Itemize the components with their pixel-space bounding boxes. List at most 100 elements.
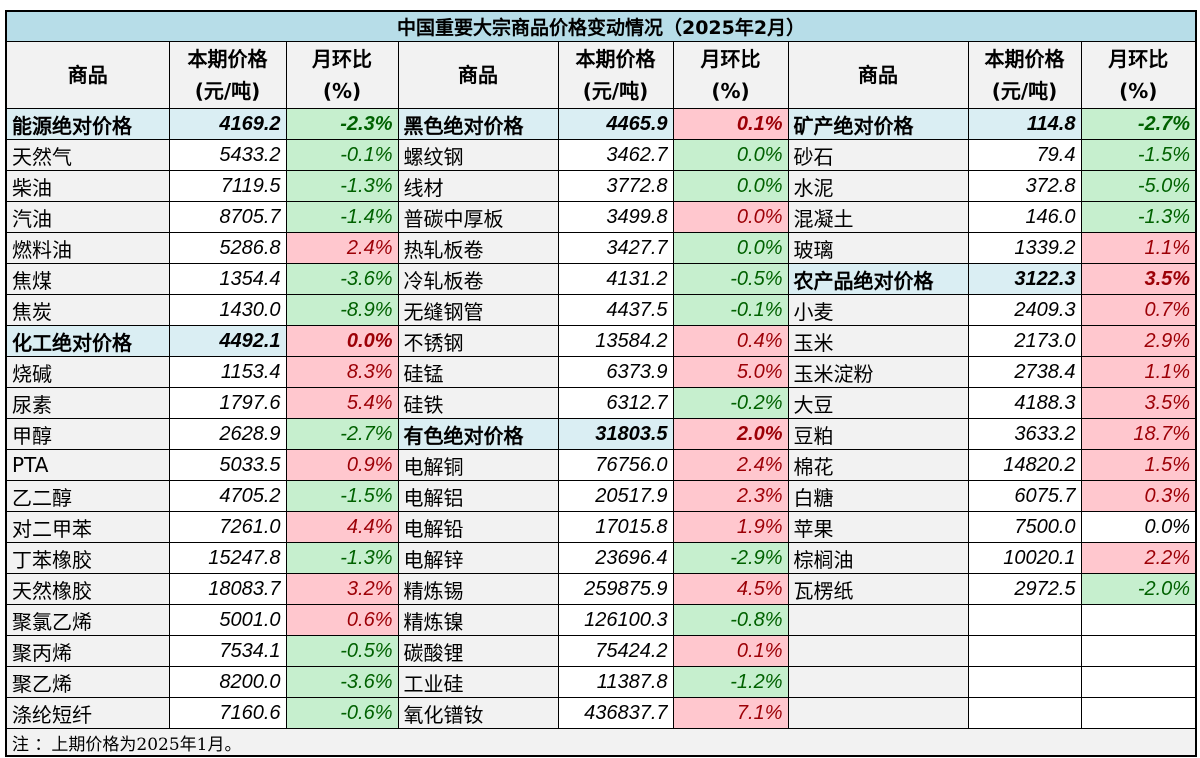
current-price: 436837.7	[557, 697, 674, 729]
mom-change: 0.6%	[285, 604, 399, 636]
mom-change: 2.2%	[1080, 542, 1197, 574]
mom-change: -1.5%	[1080, 139, 1197, 171]
commodity-price-table: 中国重要大宗商品价格变动情况（2025年2月） 商品 本期价格 (元/吨) 月环比 (%…	[5, 10, 1198, 757]
mom-change: -5.0%	[1080, 170, 1197, 202]
commodity-name: 有色绝对价格	[397, 418, 559, 450]
mom-change: 0.3%	[1080, 480, 1197, 512]
commodity-name: 工业硅	[397, 666, 559, 698]
mom-change: -1.3%	[285, 170, 399, 202]
mom-change: 1.1%	[1080, 356, 1197, 388]
commodity-name: 硅锰	[397, 356, 559, 388]
header-price: 本期价格 (元/吨)	[168, 41, 287, 109]
header-price: 本期价格 (元/吨)	[967, 41, 1082, 109]
commodity-name: 农产品绝对价格	[787, 263, 969, 295]
mom-change: -0.8%	[672, 604, 789, 636]
mom-change: 5.4%	[285, 387, 399, 419]
mom-change: 4.5%	[672, 573, 789, 605]
commodity-name: 柴油	[5, 170, 170, 202]
table-row: 丁苯橡胶 15247.8 -1.3% 电解锌 23696.4 -2.9% 棕榈油 10020.…	[5, 542, 1197, 574]
commodity-name: 棕榈油	[787, 542, 969, 574]
table-row: 柴油 7119.5 -1.3% 线材 3772.8 0.0% 水泥 372.8 -5.0%	[5, 170, 1197, 202]
mom-change: -8.9%	[285, 294, 399, 326]
commodity-name: 对二甲苯	[5, 511, 170, 543]
table-row: PTA 5033.5 0.9% 电解铜 76756.0 2.4% 棉花 14820.2 1.5%	[5, 449, 1197, 481]
mom-change: 2.4%	[672, 449, 789, 481]
commodity-name: 无缝钢管	[397, 294, 559, 326]
mom-change: -0.5%	[285, 635, 399, 667]
header-name: 商品	[787, 41, 969, 109]
header-row: 商品 本期价格 (元/吨) 月环比 (%) 商品 本期价格 (元/吨) 月环比 (%) 商品 本期价格…	[5, 41, 1197, 109]
current-price: 14820.2	[967, 449, 1082, 481]
mom-change: -2.3%	[285, 108, 399, 140]
commodity-name: 黑色绝对价格	[397, 108, 559, 140]
mom-change: 5.0%	[672, 356, 789, 388]
current-price: 1339.2	[967, 232, 1082, 264]
mom-change: 1.5%	[1080, 449, 1197, 481]
mom-change: -0.2%	[672, 387, 789, 419]
mom-change: -1.3%	[285, 542, 399, 574]
mom-change: 0.0%	[672, 201, 789, 233]
commodity-name: 碳酸锂	[397, 635, 559, 667]
current-price: 1153.4	[168, 356, 287, 388]
table-row: 聚氯乙烯 5001.0 0.6% 精炼镍 126100.3 -0.8%	[5, 604, 1197, 636]
mom-change: 1.9%	[672, 511, 789, 543]
table-row: 烧碱 1153.4 8.3% 硅锰 6373.9 5.0% 玉米淀粉 2738.4 1.1%	[5, 356, 1197, 388]
table-row: 对二甲苯 7261.0 4.4% 电解铅 17015.8 1.9% 苹果 7500.0 0.0%	[5, 511, 1197, 543]
commodity-name: 甲醇	[5, 418, 170, 450]
mom-change: 1.1%	[1080, 232, 1197, 264]
mom-change: -2.7%	[285, 418, 399, 450]
header-pct: 月环比 (%)	[1080, 41, 1197, 109]
current-price: 2628.9	[168, 418, 287, 450]
mom-change: 0.0%	[1080, 511, 1197, 543]
mom-change: 2.3%	[672, 480, 789, 512]
current-price: 1430.0	[168, 294, 287, 326]
current-price: 10020.1	[967, 542, 1082, 574]
mom-change: 4.4%	[285, 511, 399, 543]
commodity-name: 焦炭	[5, 294, 170, 326]
current-price: 2738.4	[967, 356, 1082, 388]
commodity-name: 砂石	[787, 139, 969, 171]
mom-change: 2.4%	[285, 232, 399, 264]
current-price: 3772.8	[557, 170, 674, 202]
commodity-name: 精炼锡	[397, 573, 559, 605]
commodity-name: 烧碱	[5, 356, 170, 388]
current-price: 5001.0	[168, 604, 287, 636]
commodity-name: 氧化镨钕	[397, 697, 559, 729]
current-price: 8705.7	[168, 201, 287, 233]
commodity-name: 棉花	[787, 449, 969, 481]
commodity-name: 聚氯乙烯	[5, 604, 170, 636]
mom-change	[1080, 635, 1197, 667]
table-row: 焦煤 1354.4 -3.6% 冷轧板卷 4131.2 -0.5% 农产品绝对价格 3122.…	[5, 263, 1197, 295]
mom-change	[1080, 604, 1197, 636]
commodity-name: 乙二醇	[5, 480, 170, 512]
commodity-name: 丁苯橡胶	[5, 542, 170, 574]
current-price	[967, 604, 1082, 636]
commodity-name: 电解铝	[397, 480, 559, 512]
table-row: 化工绝对价格 4492.1 0.0% 不锈钢 13584.2 0.4% 玉米 2173.0 2.…	[5, 325, 1197, 357]
current-price: 372.8	[967, 170, 1082, 202]
commodity-name: 螺纹钢	[397, 139, 559, 171]
mom-change: -3.6%	[285, 666, 399, 698]
mom-change: -2.9%	[672, 542, 789, 574]
commodity-name	[787, 604, 969, 636]
current-price	[967, 666, 1082, 698]
commodity-name: 小麦	[787, 294, 969, 326]
commodity-name: 硅铁	[397, 387, 559, 419]
current-price: 20517.9	[557, 480, 674, 512]
commodity-name: 天然气	[5, 139, 170, 171]
mom-change: 3.5%	[1080, 387, 1197, 419]
current-price: 23696.4	[557, 542, 674, 574]
mom-change: -1.5%	[285, 480, 399, 512]
commodity-name: 苹果	[787, 511, 969, 543]
current-price: 3462.7	[557, 139, 674, 171]
header-name: 商品	[397, 41, 559, 109]
commodity-name: 混凝土	[787, 201, 969, 233]
commodity-name: 涤纶短纤	[5, 697, 170, 729]
current-price: 2972.5	[967, 573, 1082, 605]
commodity-name	[787, 697, 969, 729]
commodity-name: 玻璃	[787, 232, 969, 264]
current-price: 3499.8	[557, 201, 674, 233]
current-price: 6373.9	[557, 356, 674, 388]
mom-change: 8.3%	[285, 356, 399, 388]
current-price: 4492.1	[168, 325, 287, 357]
